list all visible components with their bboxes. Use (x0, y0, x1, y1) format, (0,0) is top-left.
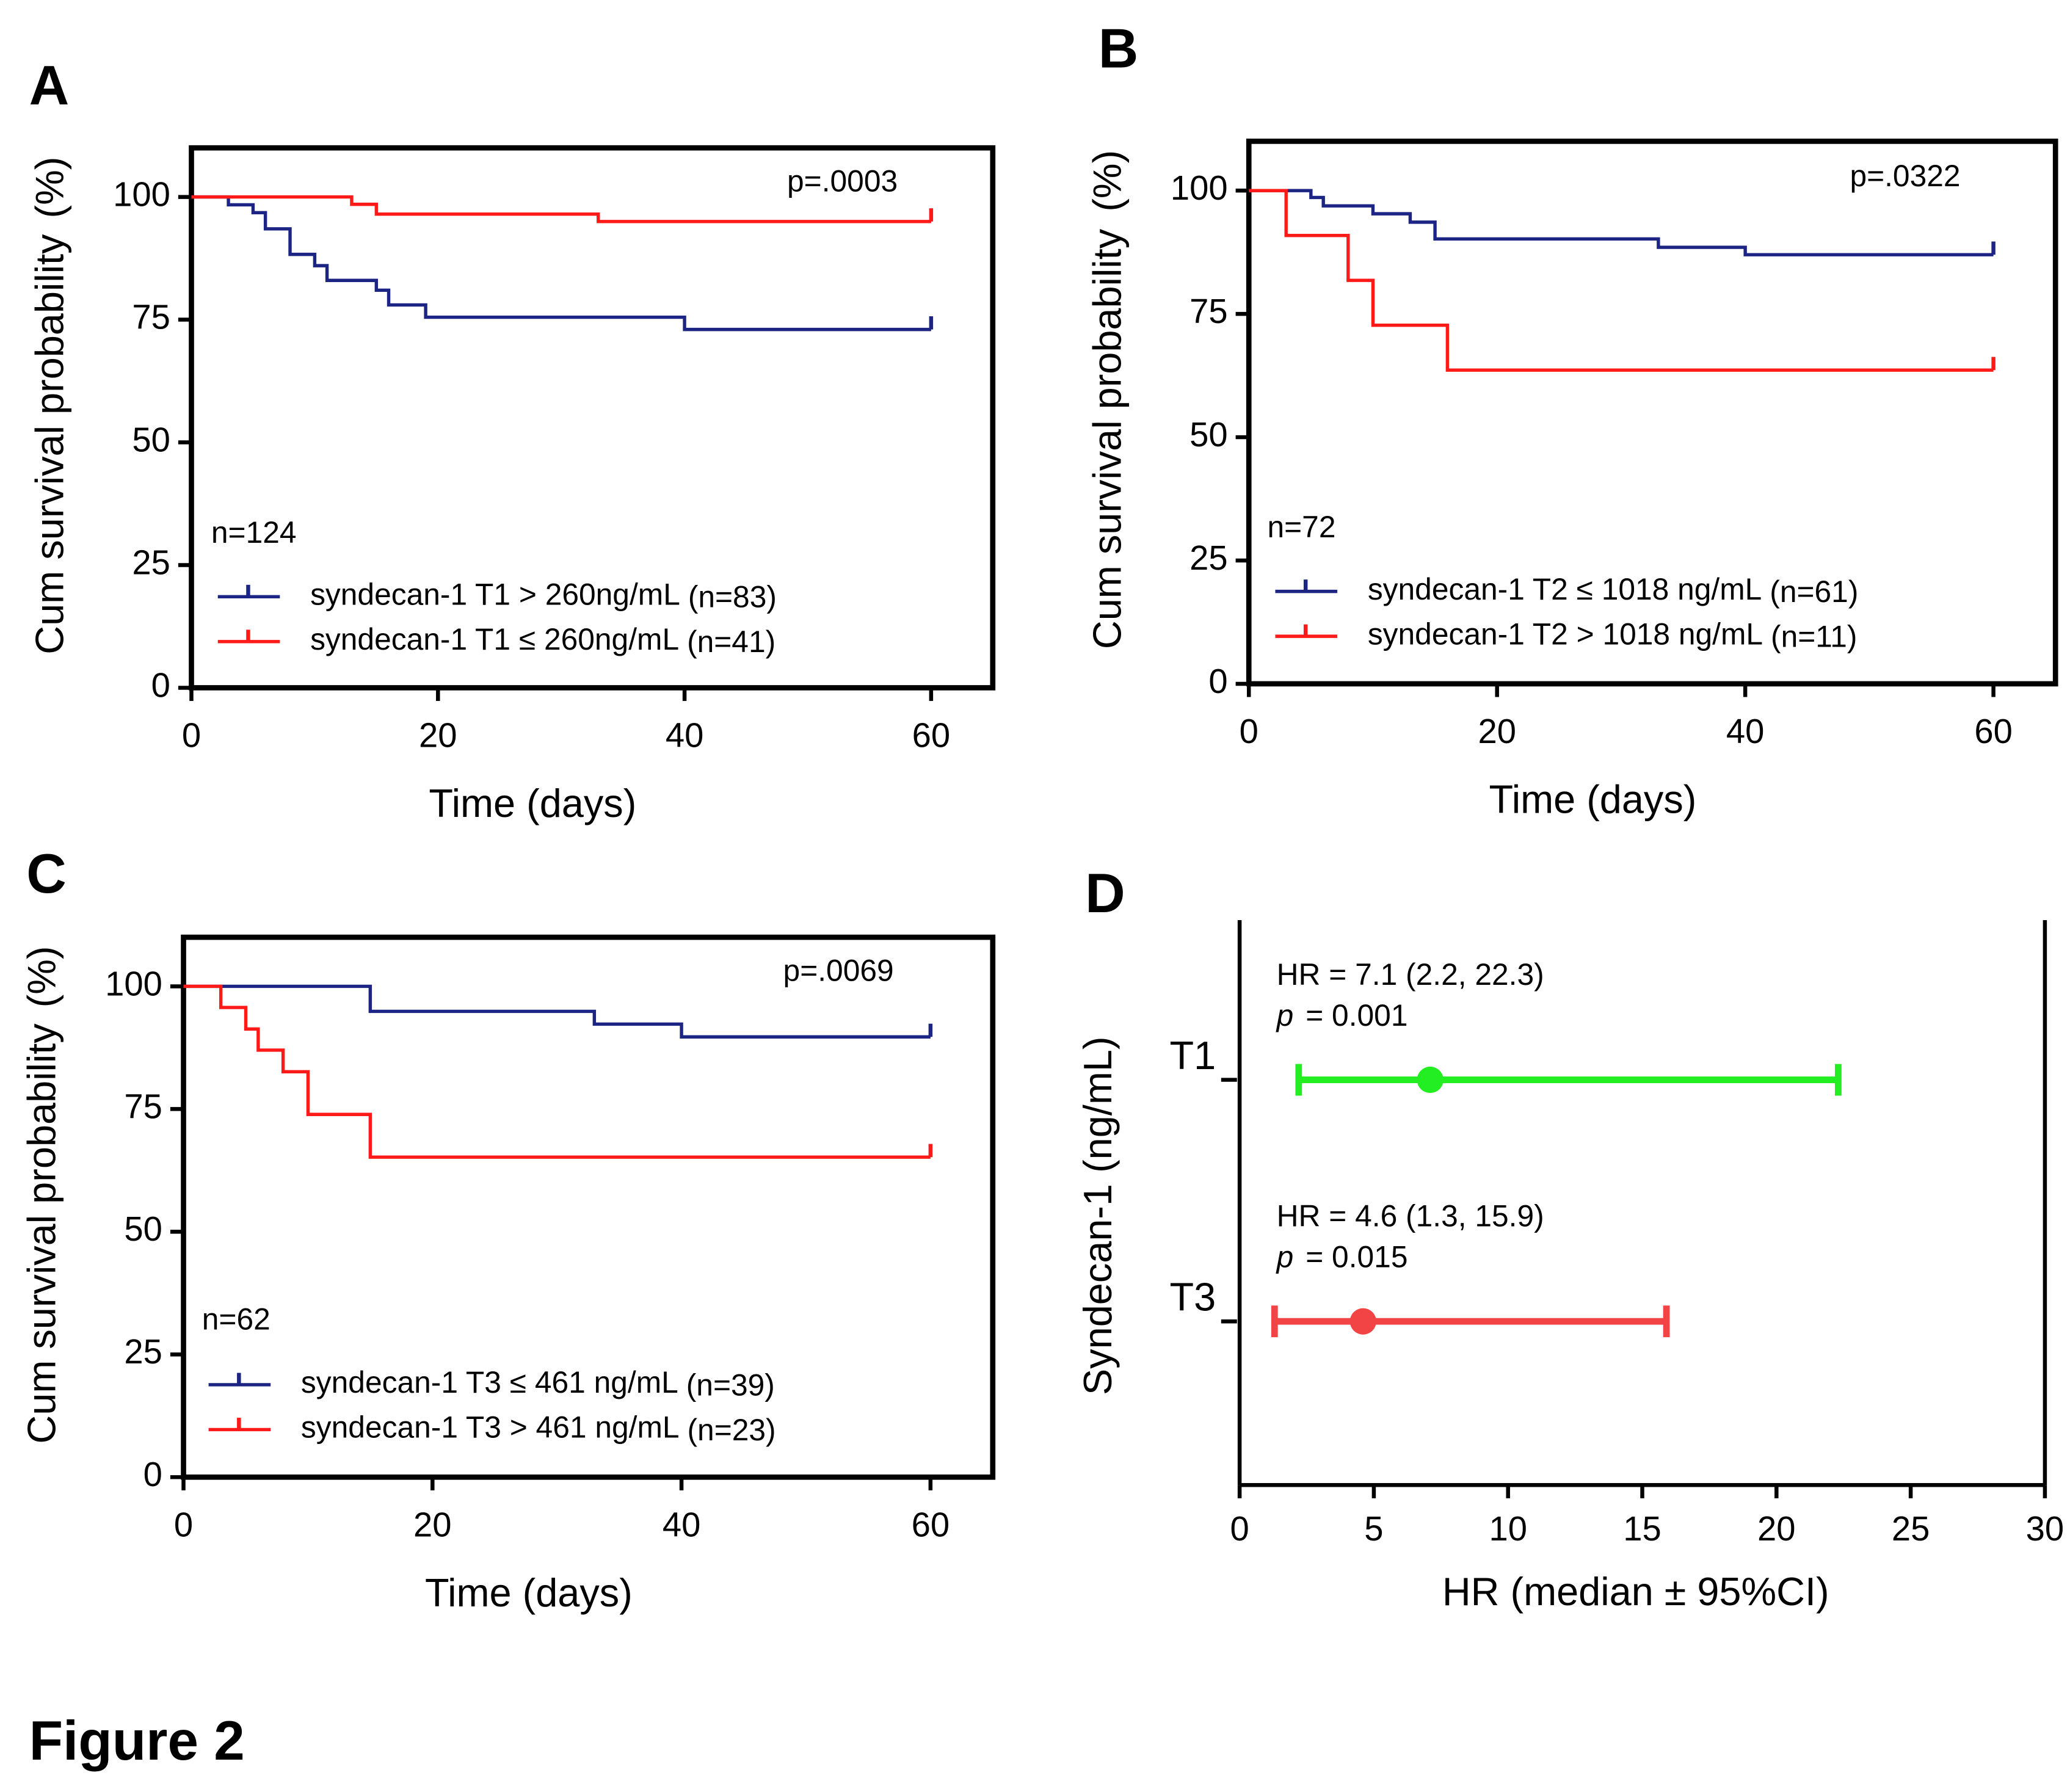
x-tick-label: 60 (1974, 712, 2013, 750)
legend-label: syndecan-1 T3 ≤ 461 ng/mL (301, 1365, 678, 1399)
y-tick-label: 25 (124, 1332, 162, 1371)
y-tick-label: 0 (1208, 662, 1227, 700)
y-axis-unit: (%) (1084, 150, 1129, 212)
survival-curve (191, 195, 931, 332)
x-tick-label: 20 (413, 1505, 452, 1544)
n-total: n=72 (1268, 510, 1336, 544)
survival-curve (183, 984, 931, 1039)
legend-count: (n=83) (688, 580, 777, 614)
y-tick-label: 25 (132, 543, 170, 581)
p-annotation: = 0.001 (1306, 998, 1407, 1032)
x-tick-label: 0 (1230, 1509, 1249, 1548)
legend-count: (n=61) (1770, 575, 1858, 609)
plot-frame (1246, 139, 2058, 687)
y-tick-label: 75 (1189, 292, 1228, 330)
y-axis-title: Syndecan-1 (ng/mL) (1075, 1036, 1120, 1395)
y-tick-label: 100 (105, 964, 162, 1003)
y-tick-label: 50 (124, 1210, 162, 1248)
x-tick-label: 0 (1240, 712, 1258, 750)
y-axis-title: Cum survival probability (20, 1023, 64, 1444)
legend-count: (n=39) (686, 1368, 775, 1402)
y-tick-label: 25 (1189, 539, 1228, 577)
x-tick-label: 40 (666, 716, 704, 754)
p-symbol: p (1276, 1240, 1294, 1274)
legend-label: syndecan-1 T2 > 1018 ng/mL (1368, 617, 1763, 651)
legend-label: syndecan-1 T2 ≤ 1018 ng/mL (1368, 572, 1762, 606)
x-tick-label: 40 (663, 1505, 701, 1544)
n-total: n=62 (202, 1302, 271, 1336)
y-tick-label: 75 (124, 1087, 162, 1125)
panel-letter: B (1099, 18, 1139, 80)
legend-label: syndecan-1 T1 ≤ 260ng/mL (310, 622, 679, 656)
plot-frame (181, 934, 996, 1480)
survival-curve (191, 195, 931, 223)
y-tick-label: 0 (143, 1455, 162, 1493)
y-tick-label: 75 (132, 297, 170, 336)
x-tick-label: 25 (1892, 1509, 1930, 1548)
plot-frame (189, 145, 996, 691)
n-total: n=124 (211, 515, 297, 550)
y-tick-label: 100 (113, 175, 170, 213)
survival-curve (183, 984, 931, 1159)
x-tick-label: 0 (182, 716, 201, 754)
y-tick-label: 50 (132, 420, 170, 459)
hr-annotation: HR = 7.1 (2.2, 22.3) (1277, 957, 1544, 992)
y-tick-label: T3 (1170, 1275, 1216, 1319)
x-tick-label: 20 (419, 716, 457, 754)
x-axis-title: HR (median ± 95%CI) (1442, 1569, 1829, 1614)
survival-curve (1249, 189, 1994, 256)
x-tick-label: 5 (1364, 1509, 1383, 1548)
legend-count: (n=23) (687, 1413, 775, 1447)
p-annotation: = 0.015 (1306, 1240, 1407, 1274)
y-axis-title: Cum survival probability (1084, 228, 1129, 649)
y-axis-unit: (%) (20, 946, 64, 1008)
p-symbol: p (1276, 998, 1294, 1032)
x-axis-title: Time (days) (1489, 777, 1697, 822)
x-axis-title: Time (days) (429, 781, 636, 825)
x-tick-label: 20 (1757, 1509, 1796, 1548)
x-tick-label: 40 (1726, 712, 1765, 750)
panel-letter: C (26, 843, 67, 905)
x-tick-label: 0 (174, 1505, 193, 1544)
hr-point (1349, 1308, 1376, 1335)
hr-annotation: HR = 4.6 (1.3, 15.9) (1277, 1199, 1544, 1233)
x-tick-label: 60 (912, 716, 951, 754)
legend-label: syndecan-1 T3 > 461 ng/mL (301, 1410, 680, 1445)
y-tick-label: 100 (1171, 169, 1228, 207)
y-axis-unit: (%) (27, 157, 72, 219)
legend-count: (n=11) (1771, 620, 1857, 654)
legend-count: (n=41) (687, 625, 775, 659)
hr-point (1417, 1066, 1444, 1094)
panel-letter: A (29, 55, 70, 117)
x-tick-label: 15 (1623, 1509, 1661, 1548)
p-value: p=.0069 (783, 954, 894, 988)
y-tick-label: 0 (151, 666, 170, 704)
x-tick-label: 60 (912, 1505, 950, 1544)
y-tick-label: T1 (1170, 1033, 1216, 1078)
x-tick-label: 10 (1489, 1509, 1527, 1548)
y-axis-title: Cum survival probability (27, 234, 72, 655)
x-axis-title: Time (days) (425, 1570, 633, 1615)
x-tick-label: 30 (2026, 1509, 2065, 1548)
panel-letter: D (1085, 863, 1125, 924)
y-tick-label: 50 (1189, 415, 1228, 454)
x-tick-label: 20 (1478, 712, 1516, 750)
figure-title: Figure 2 (29, 1710, 245, 1772)
legend-label: syndecan-1 T1 > 260ng/mL (310, 577, 680, 611)
survival-curve (1249, 189, 1994, 372)
p-value: p=.0003 (787, 164, 898, 198)
p-value: p=.0322 (1850, 159, 1960, 193)
